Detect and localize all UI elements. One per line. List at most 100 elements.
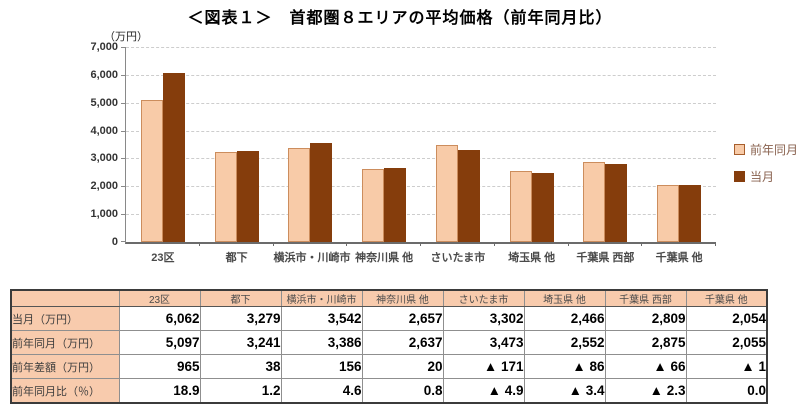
table-row-header: 前年同月比（％） [10,378,120,404]
table-value-cell: ▲ 86 [523,354,606,379]
table-row-header: 前年同月（万円） [10,330,120,355]
legend-item: 前年同月 [734,141,798,158]
table-row: 前年同月（万円） 5,097 3,241 3,386 2,637 3,473 2,552 2,… [10,330,768,355]
bar-当月 [605,163,628,242]
gridline [126,102,716,104]
table-row-header: 前年差額（万円） [10,354,120,379]
bar-chart-plot-area: 0 1,000 2,000 3,000 4,000 5,000 6,000 7,000 23区 都… [90,41,716,264]
bar-前年同月 [583,161,606,242]
table-row: 前年同月比（％） 18.9 1.2 4.6 0.8 ▲ 4.9 ▲ 3.4 ▲ 2.3 0.0 [10,378,768,404]
x-axis-tick-mark [715,242,716,246]
table-column-header: 千葉県 西部 [604,289,687,307]
y-axis-tick-label: 6,000 [90,68,118,81]
bar-当月 [679,184,702,242]
bar-前年同月 [509,170,532,242]
x-axis-tick-mark [346,242,348,246]
gridline [126,158,716,160]
y-axis-tick-label: 0 [111,236,118,248]
y-axis-tick-label: 3,000 [90,152,118,165]
y-axis-tick-label: 7,000 [90,41,118,53]
table-value-cell: 6,062 [118,306,201,331]
x-axis-category-label: 埼玉県 他 [508,252,556,264]
table-value-cell: 3,302 [442,306,525,331]
table-value-cell: 2,054 [685,306,768,331]
x-axis-tick-mark [567,242,569,246]
bar-前年同月 [214,151,237,242]
chart-title: ＜図表１＞ 首都圏８エリアの平均価格（前年同月比） [187,10,613,27]
x-axis-tick-mark [272,242,274,246]
table-value-cell: ▲ 2.3 [604,378,687,404]
table-value-cell: ▲ 66 [604,354,687,379]
table-value-cell: 2,055 [685,330,768,355]
y-axis-tick-label: 1,000 [90,208,118,221]
table-value-cell: 965 [118,354,201,379]
gridline [126,214,716,216]
x-axis-tick-mark [641,242,643,246]
legend-label: 前年同月 [750,143,799,157]
gridline [126,47,716,48]
y-axis-tick-mark [121,158,126,160]
table-column-header: さいたま市 [442,289,525,307]
bar-当月 [457,150,480,242]
y-axis-tick-mark [121,241,126,242]
legend-item: 当月 [734,168,798,185]
table-value-cell: 2,809 [604,306,687,331]
legend-swatch-prev-year [734,144,745,155]
gridline [126,186,716,188]
table-value-cell: 38 [199,354,282,379]
table-value-cell: 3,241 [199,330,282,355]
x-axis-tick-mark [198,242,200,246]
x-axis-tick-mark [420,242,421,246]
legend-swatch-current-month [734,171,745,182]
table-value-cell: 18.9 [118,378,201,404]
gridline [126,74,716,76]
x-axis-category-label: さいたま市 [430,252,486,264]
y-axis-tick-mark [121,47,126,48]
table-column-header: 横浜市・川崎市 [280,289,363,307]
table-row: 前年差額（万円） 965 38 156 20 ▲ 171 ▲ 86 ▲ 66 ▲ 1 [10,354,768,379]
table-value-cell: 2,552 [523,330,606,355]
table-value-cell: 4.6 [280,378,363,404]
y-axis-tick-mark [121,130,126,132]
gridline [126,130,716,132]
x-axis-tick-mark [493,242,495,246]
table-value-cell: 156 [280,354,363,379]
x-axis-category-label: 千葉県 他 [655,252,703,264]
x-axis-category-label: 23区 [151,252,175,264]
x-axis-category-label: 都下 [225,252,248,264]
bar-当月 [236,150,259,242]
table-value-cell: ▲ 171 [442,354,525,379]
table-column-header: 神奈川県 他 [361,289,444,307]
y-axis-tick-mark [121,186,126,188]
table-column-header: 埼玉県 他 [523,289,606,307]
y-axis-tick-label: 4,000 [90,124,118,137]
y-axis-tick-label: 5,000 [90,96,118,109]
table-value-cell: 2,875 [604,330,687,355]
data-table: 23区 都下 横浜市・川崎市 神奈川県 他さいたま市 埼玉県 他千葉県 西部 千葉県 他当… [10,289,768,404]
legend-label: 当月 [750,170,775,184]
bar-当月 [162,73,185,242]
table-value-cell: 3,542 [280,306,363,331]
table-value-cell: 2,637 [361,330,444,355]
bar-前年同月 [362,168,385,242]
bar-当月 [531,173,554,242]
table-column-header: 千葉県 他 [685,289,768,307]
table-value-cell: 20 [361,354,444,379]
bar-前年同月 [657,184,680,242]
table-value-cell: ▲ 1 [685,354,768,379]
y-axis-tick-mark [121,74,126,76]
table-row-header: 当月（万円） [10,306,120,331]
bar-当月 [310,143,333,242]
table-value-cell: 2,466 [523,306,606,331]
x-axis-category-label: 横浜市・川崎市 [273,252,351,264]
table-value-cell: 0.8 [361,378,444,404]
table-value-cell: 3,279 [199,306,282,331]
table-column-header: 23区 [118,289,201,307]
y-axis-unit-label: （万円） [104,31,148,43]
table-column-header: 都下 [199,289,282,307]
table-value-cell: 1.2 [199,378,282,404]
table-value-cell: ▲ 3.4 [523,378,606,404]
bar-前年同月 [435,145,458,242]
table-row: 当月（万円） 6,062 3,279 3,542 2,657 3,302 2,466 2,80… [10,306,768,331]
